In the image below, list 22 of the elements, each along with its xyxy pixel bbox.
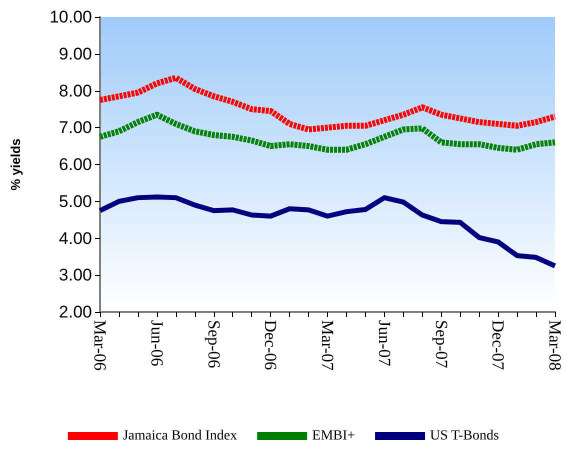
y-axis-title: % yields xyxy=(8,138,23,191)
y-tick-label: 10.00 xyxy=(49,8,92,26)
x-tick-label: Mar-07 xyxy=(318,320,337,372)
x-tick-label: Sep-06 xyxy=(204,320,224,368)
x-tick-label: Mar-08 xyxy=(546,320,564,371)
y-tick-label: 6.00 xyxy=(58,155,92,174)
y-tick-label: 9.00 xyxy=(58,44,92,64)
legend-label: EMBI+ xyxy=(312,428,356,444)
x-tick-label: Dec-06 xyxy=(261,320,280,370)
y-tick-label: 8.00 xyxy=(58,81,92,100)
y-tick-label: 7.00 xyxy=(58,118,92,138)
x-tick-label: Mar-06 xyxy=(90,320,110,371)
x-tick-label: Jun-06 xyxy=(147,320,166,366)
x-tick-label: Sep-07 xyxy=(432,320,451,369)
x-tick-label: Jun-07 xyxy=(374,320,394,367)
x-tick-label: Dec-07 xyxy=(488,320,508,371)
legend-label: US T-Bonds xyxy=(430,428,499,444)
y-tick-label: 2.00 xyxy=(58,302,92,322)
legend-label: Jamaica Bond Index xyxy=(122,428,238,444)
y-tick-label: 5.00 xyxy=(58,192,92,211)
y-tick-label: 3.00 xyxy=(58,266,92,285)
y-tick-label: 4.00 xyxy=(58,228,92,248)
